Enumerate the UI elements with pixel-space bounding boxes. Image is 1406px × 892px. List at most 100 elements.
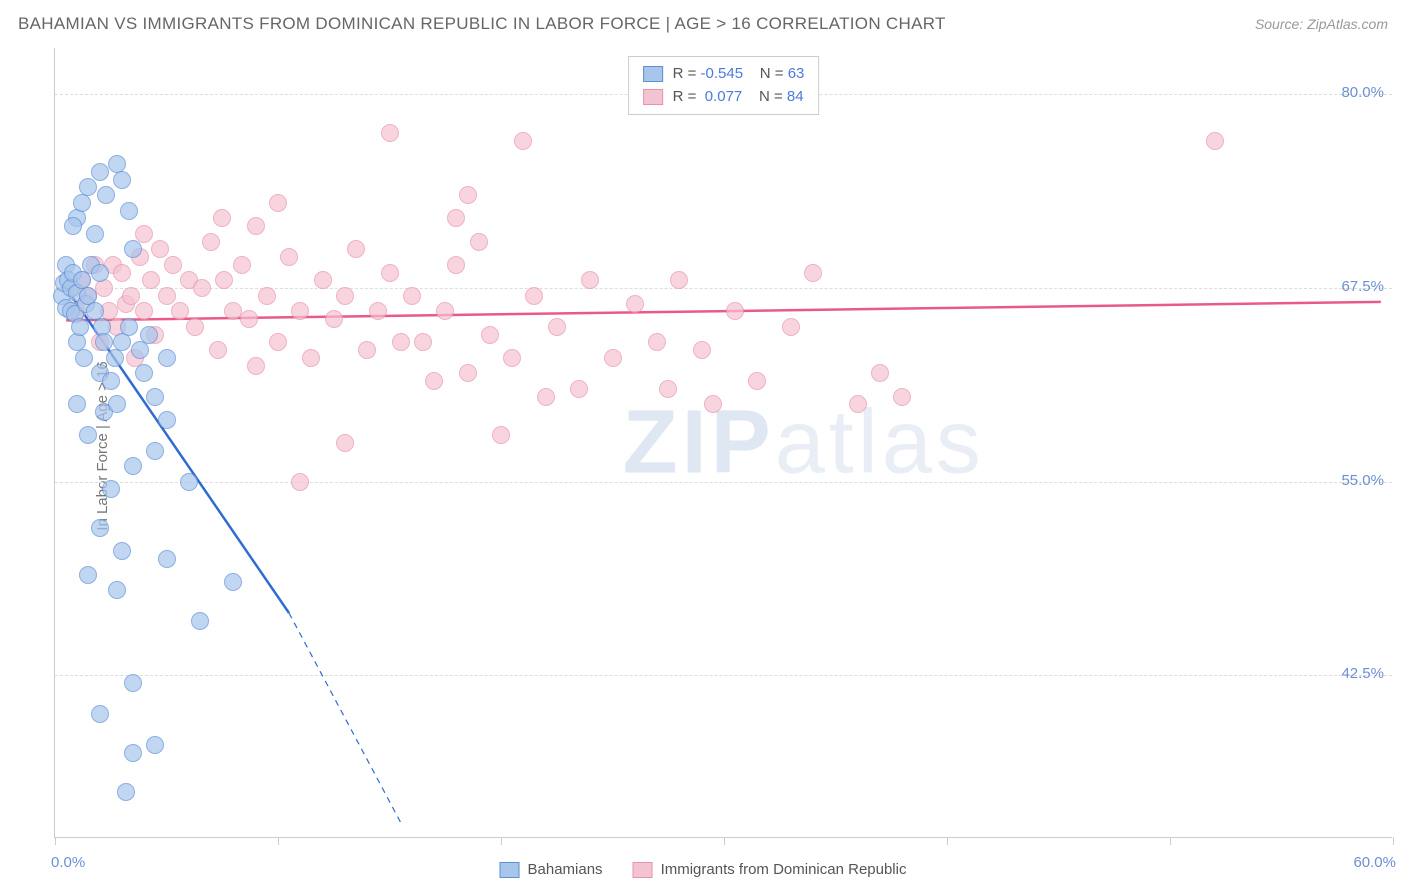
point-pink: [381, 264, 399, 282]
point-pink: [447, 256, 465, 274]
point-pink: [447, 209, 465, 227]
n-label: N =: [759, 88, 783, 105]
point-pink: [849, 395, 867, 413]
point-blue: [71, 318, 89, 336]
xtick: [1393, 837, 1394, 845]
point-pink: [269, 333, 287, 351]
point-pink: [726, 302, 744, 320]
point-blue: [158, 550, 176, 568]
point-blue: [113, 542, 131, 560]
point-blue: [146, 736, 164, 754]
point-pink: [291, 473, 309, 491]
point-blue: [124, 240, 142, 258]
point-pink: [336, 287, 354, 305]
point-pink: [142, 271, 160, 289]
chart-container: BAHAMIAN VS IMMIGRANTS FROM DOMINICAN RE…: [0, 0, 1406, 892]
point-blue: [158, 411, 176, 429]
xtick-label-start: 0.0%: [51, 854, 85, 871]
point-pink: [537, 388, 555, 406]
point-blue: [120, 202, 138, 220]
point-pink: [135, 302, 153, 320]
point-pink: [481, 326, 499, 344]
source-label: Source: ZipAtlas.com: [1255, 16, 1388, 32]
point-pink: [525, 287, 543, 305]
point-blue: [79, 426, 97, 444]
point-blue: [108, 581, 126, 599]
point-pink: [470, 233, 488, 251]
point-pink: [186, 318, 204, 336]
point-pink: [704, 395, 722, 413]
point-blue: [146, 442, 164, 460]
legend-series: Bahamians Immigrants from Dominican Repu…: [500, 861, 907, 878]
points-layer: [55, 48, 1392, 837]
point-pink: [492, 426, 510, 444]
point-blue: [120, 318, 138, 336]
point-pink: [548, 318, 566, 336]
n-value-blue: 63: [788, 65, 805, 82]
point-blue: [113, 171, 131, 189]
point-blue: [64, 217, 82, 235]
point-blue: [124, 674, 142, 692]
point-blue: [131, 341, 149, 359]
point-blue: [146, 388, 164, 406]
point-blue: [97, 186, 115, 204]
point-pink: [436, 302, 454, 320]
point-pink: [302, 349, 320, 367]
chart-title: BAHAMIAN VS IMMIGRANTS FROM DOMINICAN RE…: [18, 14, 946, 34]
point-pink: [193, 279, 211, 297]
point-pink: [369, 302, 387, 320]
r-label: R =: [673, 65, 697, 82]
xtick: [501, 837, 502, 845]
xtick: [278, 837, 279, 845]
xtick: [724, 837, 725, 845]
point-blue: [180, 473, 198, 491]
point-pink: [280, 248, 298, 266]
point-pink: [581, 271, 599, 289]
point-blue: [91, 705, 109, 723]
point-pink: [570, 380, 588, 398]
point-pink: [258, 287, 276, 305]
point-pink: [213, 209, 231, 227]
swatch-blue-icon: [643, 66, 663, 82]
point-pink: [113, 264, 131, 282]
point-blue: [140, 326, 158, 344]
point-pink: [247, 217, 265, 235]
point-pink: [347, 240, 365, 258]
point-blue: [108, 395, 126, 413]
point-pink: [325, 310, 343, 328]
point-blue: [102, 372, 120, 390]
point-blue: [124, 457, 142, 475]
point-pink: [626, 295, 644, 313]
point-pink: [247, 357, 265, 375]
point-pink: [164, 256, 182, 274]
point-blue: [135, 364, 153, 382]
xtick: [1170, 837, 1171, 845]
point-pink: [269, 194, 287, 212]
point-pink: [314, 271, 332, 289]
legend-label-blue: Bahamians: [528, 861, 603, 878]
point-pink: [291, 302, 309, 320]
title-bar: BAHAMIAN VS IMMIGRANTS FROM DOMINICAN RE…: [18, 14, 1388, 34]
legend-item-pink: Immigrants from Dominican Republic: [633, 861, 907, 878]
point-pink: [240, 310, 258, 328]
point-pink: [403, 287, 421, 305]
xtick-label-end: 60.0%: [1353, 854, 1396, 871]
point-pink: [151, 240, 169, 258]
point-blue: [91, 264, 109, 282]
plot-area: ZIPatlas 42.5%55.0%67.5%80.0% R = -0.545…: [54, 48, 1392, 838]
swatch-pink-icon: [643, 89, 663, 105]
point-blue: [113, 333, 131, 351]
swatch-pink-icon: [633, 862, 653, 878]
point-blue: [75, 349, 93, 367]
point-blue: [91, 519, 109, 537]
point-pink: [782, 318, 800, 336]
point-pink: [414, 333, 432, 351]
point-pink: [358, 341, 376, 359]
n-label: N =: [760, 65, 784, 82]
point-blue: [191, 612, 209, 630]
point-pink: [670, 271, 688, 289]
point-blue: [158, 349, 176, 367]
point-pink: [209, 341, 227, 359]
point-pink: [233, 256, 251, 274]
point-blue: [95, 333, 113, 351]
